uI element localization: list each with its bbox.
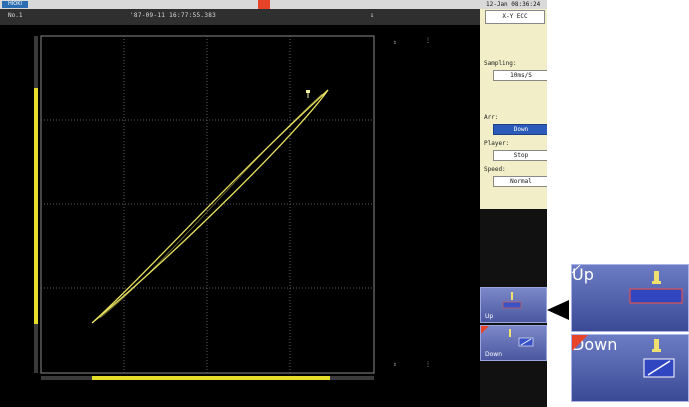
speed-label: Speed: [484,166,506,173]
trigger-mark-icon: ⇓ [370,11,375,19]
right-marker-bottom: ⇕ [393,361,397,368]
sampling-field[interactable]: 10ms/S [493,70,547,81]
right-marker-bottom-2: ⋮ [425,361,431,368]
channel-label: No.1 [8,12,23,19]
alarm-indicator [258,0,270,9]
player-label: Player: [484,140,510,147]
plot-grid [41,36,374,373]
down-arrow-large-icon [572,335,675,378]
display-mode[interactable]: X-Y ECC [485,10,545,24]
right-marker-top: ⇕ [393,39,397,46]
down-button[interactable]: Down [480,325,547,361]
callout-pointer-icon [547,300,569,320]
player-field[interactable]: Stop [493,150,547,161]
brand-logo: HIOKI [2,1,28,8]
xy-trace-inner [99,93,323,319]
up-button-zoomed[interactable]: Up [571,264,689,332]
arrow-label: Arr: [484,114,499,121]
up-arrow-icon [502,292,522,309]
settings-panel [480,9,547,209]
down-arrow-icon [481,326,534,347]
trace-info-bar [0,9,480,25]
up-button-zoomed-label: Up [572,265,594,284]
right-marker-top-2: ⋮ [425,37,431,44]
cursor-marker-icon [306,90,310,98]
xy-plot: ⇕ ⋮ ⇕ ⋮ [34,35,431,380]
arrow-field[interactable]: Down [493,124,547,135]
y-scale-bar [34,88,38,324]
down-button-label: Down [485,351,503,358]
top-status-bar [0,0,547,9]
sampling-label: Sampling: [484,60,517,67]
oscilloscope-screen: HIOKI No.1 '87-09-11 16:77:55.383 ⇓ ⇕ ⋮ … [0,0,547,407]
down-button-zoomed-label: Down [572,335,618,354]
xy-trace [91,89,329,324]
speed-field[interactable]: Normal [493,176,547,187]
trigger-time: '87-09-11 16:77:55.383 [130,12,217,19]
up-button[interactable]: Up [480,287,547,323]
up-button-label: Up [485,313,494,320]
x-scale-bar [92,376,330,380]
datetime: 12-Jan 08:36:24 [486,1,541,8]
down-button-zoomed[interactable]: Down [571,334,689,402]
up-arrow-large-icon [572,265,683,304]
